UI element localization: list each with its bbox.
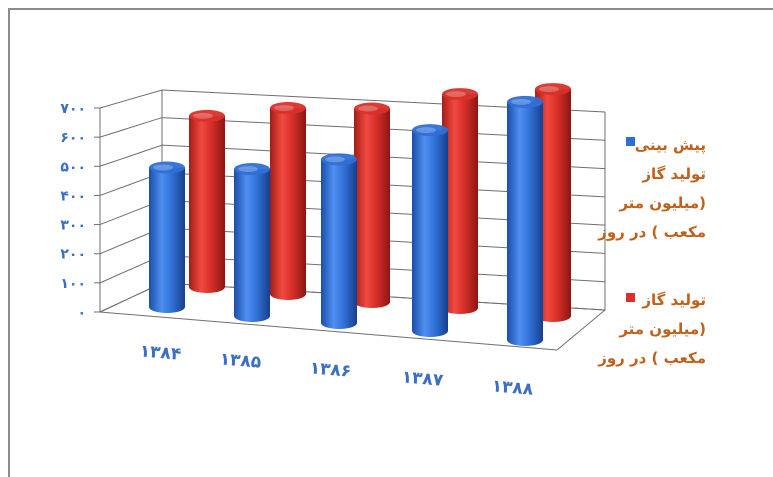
y-tick-label: ۲۰۰ [60,247,86,263]
y-tick-label: ۵۰۰ [60,159,86,175]
legend-entry-forecast: پیش بینی تولید گاز (میلیون متر مکعب ) در… [566,131,706,247]
y-tick-label: ۷۰۰ [60,101,86,117]
x-tick-label: ۱۳۸۸ [491,376,535,400]
y-tick-label: ۶۰۰ [60,130,86,146]
bar-blue-1 [234,163,270,322]
bar-red-3 [442,88,478,314]
legend-line: (میلیون متر [619,320,706,338]
legend-line: تولید گاز [642,291,706,309]
bar-red-4 [535,83,571,322]
bar-blue-4 [507,95,543,346]
bars [149,83,571,346]
x-tick-label: ۱۳۸۴ [139,341,182,365]
bar-blue-0 [149,161,185,313]
legend-entry-production: تولید گاز (میلیون متر مکعب ) در روز [566,286,706,373]
y-tick-label: ۱۰۰ [60,276,86,292]
x-tick-label: ۱۳۸۶ [309,358,352,382]
y-tick-label: ۰ [77,305,86,321]
legend-swatch-red [626,293,635,302]
legend-line: تولید گاز [642,165,706,183]
legend-line: مکعب ) در روز [598,223,706,241]
x-tick-label: ۱۳۸۷ [401,367,445,391]
x-axis-ticks: ۱۳۸۴ ۱۳۸۵ ۱۳۸۶ ۱۳۸۷ ۱۳۸۸ [139,341,535,400]
legend-line: پیش بینی [634,136,706,154]
bar-blue-3 [412,124,448,337]
bar-red-1 [270,102,306,300]
y-tick-label: ۴۰۰ [60,188,86,204]
floor-right-edge [556,309,606,351]
y-axis-ticks: ۰ ۱۰۰ ۲۰۰ ۳۰۰ ۴۰۰ ۵۰۰ ۶۰۰ ۷۰۰ [60,101,86,321]
legend-swatch-blue [626,137,635,146]
x-tick-label: ۱۳۸۵ [219,349,262,373]
bar-red-0 [189,109,225,293]
bar-blue-2 [321,153,357,329]
legend-line: (میلیون متر [619,194,706,212]
bar-red-2 [354,102,390,308]
y-tick-label: ۳۰۰ [60,218,86,234]
legend-line: مکعب ) در روز [598,349,706,367]
floor-front-edge [99,311,558,351]
